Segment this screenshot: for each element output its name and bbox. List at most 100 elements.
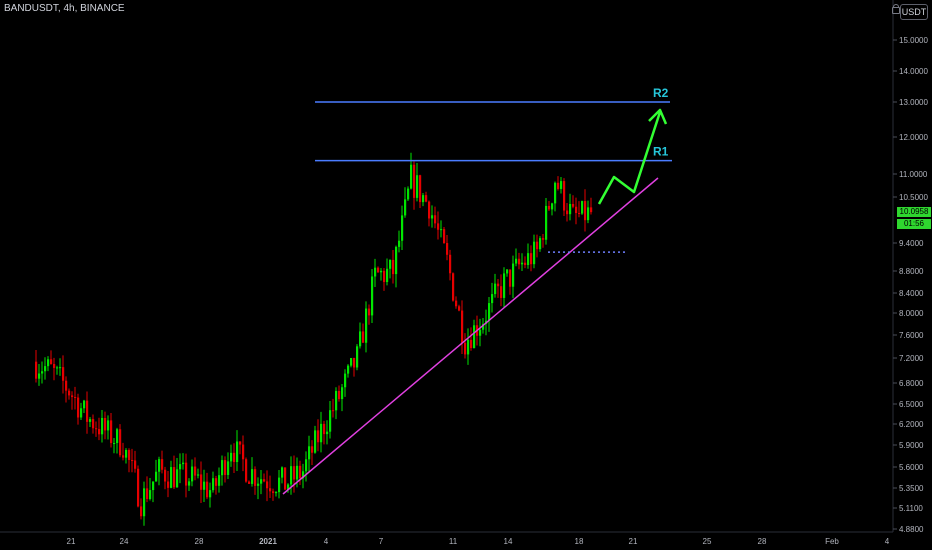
candle-body (119, 429, 122, 456)
y-tick-label: 13.0000 (899, 98, 928, 107)
candle-body (71, 395, 74, 398)
candle-body (590, 207, 593, 213)
candle (155, 459, 158, 482)
candle-body (299, 465, 302, 479)
candle-body (419, 175, 422, 203)
candle-body (545, 205, 548, 240)
candle-body (125, 449, 128, 458)
candle (566, 203, 569, 222)
candle-body (464, 342, 467, 355)
x-tick-label: Feb (825, 537, 839, 546)
candle (449, 249, 452, 281)
candle (338, 385, 341, 402)
candle-body (479, 329, 482, 336)
candle (308, 435, 311, 473)
x-tick-label: 14 (504, 537, 513, 546)
candle (587, 200, 590, 224)
candle-body (35, 361, 38, 379)
candle-body (542, 238, 545, 240)
candle (197, 468, 200, 479)
candle-body (488, 303, 491, 321)
candle-body (407, 188, 410, 200)
candle-body (524, 262, 527, 265)
candle (68, 388, 71, 400)
candle-body (227, 461, 230, 475)
candle (503, 267, 506, 308)
candle (491, 282, 494, 313)
candle (188, 478, 191, 492)
y-tick-label: 9.4000 (899, 239, 924, 248)
candle (431, 205, 434, 228)
candle (269, 475, 272, 499)
candle (116, 427, 119, 454)
candle-body (68, 390, 71, 396)
currency-button[interactable]: USDT (892, 4, 928, 20)
candle-body (50, 359, 53, 365)
candle (221, 455, 224, 486)
candle (404, 187, 407, 218)
candle-body (338, 390, 341, 400)
candle-body (575, 206, 578, 214)
candle-body (581, 201, 584, 214)
candle-body (308, 446, 311, 460)
candle-body (290, 466, 293, 485)
candle-body (236, 441, 239, 463)
candle (305, 451, 308, 482)
candle (470, 327, 473, 351)
candle (170, 460, 173, 489)
candle (119, 424, 122, 458)
candle (578, 201, 581, 218)
candle-body (440, 229, 443, 231)
candle-body (206, 481, 209, 498)
candle (194, 457, 197, 481)
candle-body (38, 373, 41, 379)
candle-body (428, 201, 431, 219)
candle (104, 411, 107, 440)
candle (212, 471, 215, 493)
candle-body (356, 346, 359, 368)
candle (89, 416, 92, 428)
candle-body (566, 210, 569, 215)
candle-body (521, 262, 524, 265)
candle-body (47, 359, 50, 367)
candle-body (380, 270, 383, 273)
candle-body (266, 481, 269, 489)
candle-body (506, 269, 509, 274)
candle-body (359, 331, 362, 347)
candle-body (347, 365, 350, 374)
y-tick-label: 6.8000 (899, 379, 924, 388)
candle-body (245, 459, 248, 482)
candle-body (191, 466, 194, 482)
candle-body (224, 460, 227, 475)
candle (473, 319, 476, 349)
candle (506, 269, 509, 277)
candle (479, 318, 482, 347)
candle (179, 453, 182, 484)
candle (236, 430, 239, 472)
candle (488, 296, 491, 332)
candle-body (122, 455, 125, 458)
candle (206, 472, 209, 500)
candle-body (443, 229, 446, 244)
candle-body (512, 263, 515, 287)
candle (41, 361, 44, 384)
candle-body (185, 462, 188, 486)
currency-label: USDT (901, 7, 927, 17)
candle-body (89, 419, 92, 422)
candle-body (53, 364, 56, 368)
candle (497, 279, 500, 298)
x-tick-label: 4 (885, 537, 890, 546)
candle (494, 273, 497, 298)
candle-body (389, 259, 392, 269)
candle (95, 421, 98, 437)
candle (161, 450, 164, 474)
candle (101, 409, 104, 443)
candle (38, 364, 41, 386)
candle-body (257, 483, 260, 486)
candle-body (269, 488, 272, 492)
candle (410, 152, 413, 190)
candle (515, 248, 518, 267)
candle-body (173, 467, 176, 488)
candle-body (41, 371, 44, 374)
